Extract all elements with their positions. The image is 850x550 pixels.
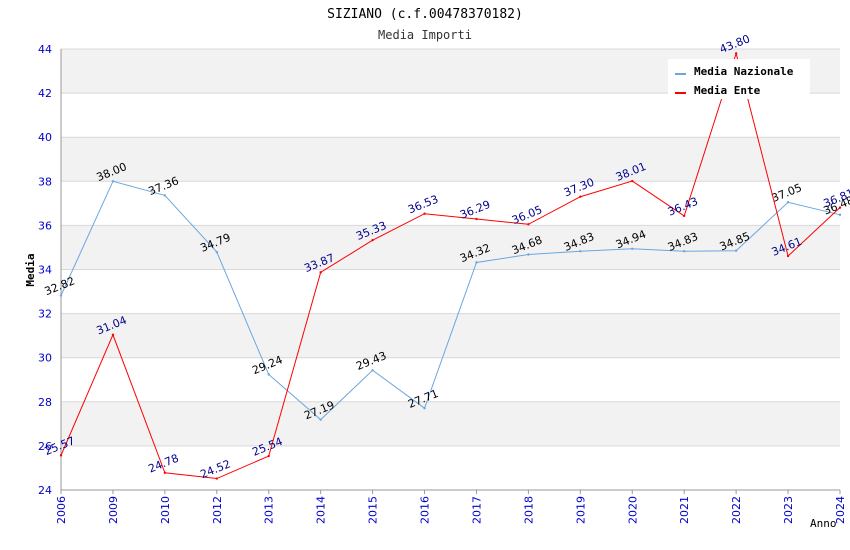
y-tick-label: 44 [38,43,52,56]
legend-label: Media Ente [694,84,761,97]
data-point [215,250,218,254]
data-point [838,213,842,217]
x-tick-label: 2022 [730,496,743,524]
series-media-nazionale: 32.8238.0037.3634.7929.2427.1929.4327.71… [43,160,850,422]
data-label: 24.52 [198,457,232,481]
data-point [111,333,115,336]
data-point [59,294,63,297]
data-point [423,212,426,215]
data-point [371,369,374,372]
data-label: 36.05 [510,203,544,227]
data-point [527,223,530,226]
x-axis-label: Anno [810,517,837,530]
y-axis-label: Media [24,253,37,286]
data-point [267,454,270,458]
data-point [475,261,478,264]
plot-background [60,48,840,491]
data-point [163,471,167,475]
data-label: 36.29 [458,198,492,222]
data-point [371,238,374,242]
data-point [111,180,115,183]
y-tick-label: 36 [38,219,52,232]
x-tick-label: 2017 [470,496,483,524]
y-tick-label: 34 [38,264,52,277]
legend-label: Media Nazionale [694,65,794,78]
grid-band [61,137,840,182]
data-point [267,373,270,376]
y-tick-label: 32 [38,308,52,321]
y-tick-label: 42 [38,87,52,100]
data-label: 37.05 [770,181,804,205]
x-tick-label: 2018 [522,496,535,524]
data-point [786,254,790,258]
data-point [734,52,738,55]
data-label: 36.53 [406,193,440,217]
data-point [475,217,478,221]
x-tick-label: 2014 [315,496,328,524]
data-label: 32.82 [43,274,77,298]
data-point [319,418,322,421]
data-point [59,454,63,457]
data-point [734,249,738,252]
data-point [838,206,842,209]
x-tick-label: 2020 [626,496,639,524]
series-line [60,180,841,421]
legend-box [668,59,810,99]
data-point [579,195,582,198]
y-tick-label: 40 [38,131,52,144]
x-tick-label: 2012 [211,496,224,524]
data-point [215,477,218,480]
data-point [579,249,582,253]
y-axis: 24 26 28 30 32 34 36 38 40 42 44 [38,43,52,497]
legend: Media Nazionale Media Ente [668,59,810,99]
x-tick-label: 2016 [419,496,432,524]
x-tick-label: 2019 [574,496,587,524]
grid-band [61,401,840,446]
data-point [683,214,686,218]
y-tick-label: 24 [38,484,52,497]
data-point [527,253,530,256]
data-point [319,271,322,274]
x-tick-label: 2010 [159,496,172,524]
series-line [60,51,841,480]
data-point [786,201,790,204]
y-tick-label: 28 [38,396,52,409]
y-tick-label: 38 [38,175,52,188]
x-tick-label: 2015 [367,496,380,524]
x-tick-label: 2023 [782,496,795,524]
x-tick-label: 2006 [55,496,68,524]
x-tick-label: 2024 [834,496,847,524]
data-point [631,179,634,183]
data-point [163,194,167,197]
grid-band [61,225,840,270]
data-point [423,406,426,410]
chart-subtitle: Media Importi [378,28,472,42]
y-tick-label: 30 [38,352,52,365]
data-label: 24.78 [147,452,181,476]
y-tick-label: 26 [38,440,52,453]
x-tick-label: 2013 [263,496,276,524]
data-point [683,249,686,253]
x-tick-label: 2009 [107,496,120,524]
chart-title: SIZIANO (c.f.00478370182) [327,7,523,22]
data-point [631,247,634,250]
x-tick-label: 2021 [678,496,691,524]
data-label: 25.57 [43,434,77,458]
x-axis: 2006 2009 2010 2012 2013 2014 2015 2016 2017 2018… [55,490,847,524]
